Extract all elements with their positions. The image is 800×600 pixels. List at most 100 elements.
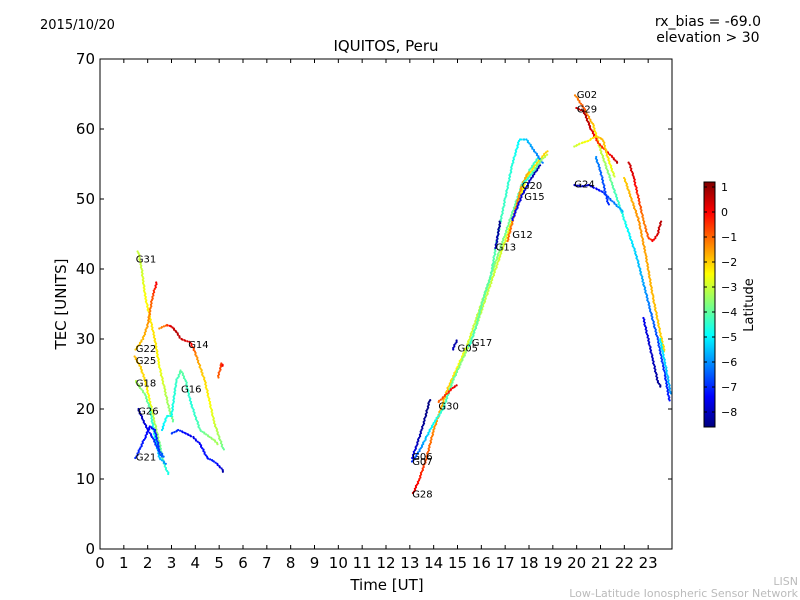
- data-point: [221, 469, 224, 472]
- data-point: [507, 236, 510, 239]
- data-point: [152, 437, 155, 440]
- data-point: [614, 159, 617, 162]
- satellite-label-g02: G02: [577, 90, 597, 101]
- data-point: [613, 175, 616, 178]
- data-point: [597, 165, 600, 168]
- series-g06: [411, 399, 432, 460]
- x-axis-label: Time [UT]: [349, 576, 423, 594]
- data-point: [599, 173, 602, 176]
- colorbar-gradient: [703, 181, 716, 428]
- data-point: [637, 218, 640, 222]
- data-point: [655, 373, 658, 376]
- data-point: [576, 98, 580, 101]
- data-point: [638, 266, 641, 269]
- data-point: [483, 300, 487, 303]
- data-point: [511, 209, 515, 212]
- data-point: [498, 220, 501, 223]
- data-point: [655, 375, 658, 378]
- data-point: [160, 459, 164, 462]
- data-point: [634, 185, 637, 188]
- data-point: [498, 248, 501, 251]
- data-point: [595, 135, 598, 138]
- data-point: [520, 194, 523, 197]
- data-point: [643, 250, 646, 253]
- series-g19b: [623, 176, 666, 353]
- data-point: [179, 369, 182, 372]
- y-tick-label: 10: [76, 470, 95, 488]
- data-point: [534, 151, 537, 154]
- data-point: [538, 157, 541, 160]
- y-axis-label: TEC [UNITS]: [52, 259, 70, 351]
- data-point: [605, 151, 608, 154]
- data-point: [159, 370, 162, 373]
- data-point: [535, 161, 539, 164]
- data-point: [445, 392, 448, 395]
- data-point: [204, 386, 207, 389]
- data-point: [143, 379, 147, 383]
- data-point: [154, 443, 157, 446]
- plot-frame: [99, 58, 673, 550]
- data-point: [658, 330, 661, 334]
- data-point: [517, 141, 520, 144]
- data-point: [149, 404, 152, 407]
- data-point: [184, 339, 187, 342]
- data-point: [147, 396, 150, 399]
- data-point: [574, 184, 577, 187]
- data-point: [424, 416, 427, 419]
- data-point: [643, 247, 646, 250]
- series-g31: [136, 250, 175, 423]
- data-point: [413, 456, 416, 459]
- data-point: [537, 163, 540, 166]
- data-point: [597, 136, 600, 139]
- data-point: [635, 257, 638, 260]
- data-point: [573, 145, 576, 148]
- data-point: [595, 139, 598, 142]
- data-point: [653, 370, 657, 373]
- satellite-label-g07: G07: [412, 457, 432, 468]
- data-point: [199, 429, 202, 432]
- data-point: [213, 420, 216, 423]
- data-point: [596, 162, 600, 165]
- data-point: [488, 286, 491, 289]
- data-point: [526, 176, 530, 180]
- data-point: [198, 365, 201, 369]
- data-point: [602, 186, 606, 189]
- x-tick-label: 13: [400, 554, 419, 572]
- data-point: [138, 341, 142, 344]
- data-point: [451, 379, 454, 383]
- data-point: [153, 430, 156, 433]
- data-point: [605, 194, 608, 197]
- data-point: [144, 300, 147, 303]
- data-point: [134, 348, 137, 351]
- data-point: [587, 183, 590, 187]
- data-point: [196, 361, 200, 364]
- data-point: [455, 384, 458, 387]
- series-g21: [134, 425, 165, 460]
- data-point: [422, 424, 425, 427]
- data-point: [154, 426, 157, 429]
- data-point: [147, 392, 150, 395]
- data-point: [607, 203, 611, 206]
- data-point: [478, 309, 481, 313]
- satellite-label-g20: G20: [522, 181, 542, 192]
- data-point: [148, 394, 151, 397]
- series-g13: [494, 220, 502, 250]
- data-point: [653, 308, 657, 311]
- data-point: [439, 398, 442, 401]
- data-point: [655, 378, 658, 381]
- data-point: [144, 328, 147, 331]
- series-g14b: [217, 362, 224, 379]
- data-point: [631, 173, 634, 176]
- data-point: [531, 164, 534, 167]
- data-point: [162, 383, 165, 386]
- data-point: [639, 204, 642, 207]
- footer-line2: Low-Latitude Ionospheric Sensor Network: [569, 587, 798, 600]
- data-point: [162, 422, 165, 425]
- satellite-label-g17: G17: [472, 338, 492, 349]
- data-point: [493, 269, 496, 272]
- data-point: [598, 189, 601, 192]
- data-point: [137, 344, 140, 347]
- data-point: [575, 95, 578, 98]
- data-point: [219, 367, 222, 370]
- x-tick-label: 10: [329, 554, 348, 572]
